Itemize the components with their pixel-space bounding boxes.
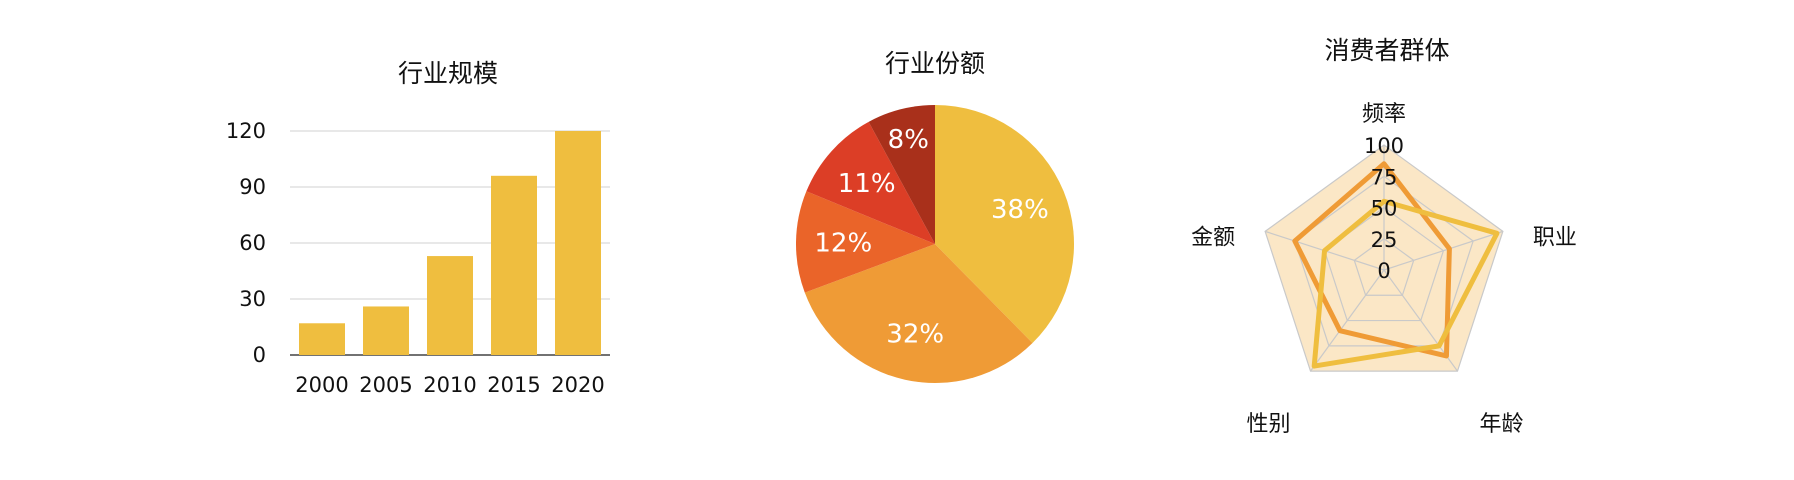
bar-chart-title: 行业规模 (398, 59, 498, 88)
radar-r-ticks: 0 25 50 75 100 (1364, 134, 1404, 283)
radar-axis-label: 金额 (1191, 225, 1235, 250)
pie-slice (935, 105, 1074, 344)
radar-series-line (1292, 161, 1452, 359)
bar-y-tick-label: 0 (253, 343, 266, 367)
radar-axis-label: 年龄 (1479, 412, 1523, 437)
radar-chart-title: 消费者群体 (1324, 36, 1449, 65)
bar-2020 (555, 131, 601, 355)
bar-y-tick-label: 60 (239, 231, 266, 255)
bar-2000 (299, 323, 345, 355)
radar-r-tick-label: 100 (1364, 134, 1404, 158)
radar-spoke (1310, 269, 1385, 372)
radar-series (1292, 161, 1500, 369)
pie-slice-label: 32% (886, 320, 944, 350)
bar-x-tick-label: 2015 (487, 373, 540, 397)
radar-axis-label: 性别 (1247, 412, 1291, 437)
radar-r-tick-label: 25 (1371, 228, 1398, 252)
radar-grid-ring (1264, 144, 1504, 372)
radar-r-tick-label: 0 (1377, 259, 1390, 283)
pie-chart-title: 行业份额 (885, 49, 985, 78)
bar-x-tick-label: 2010 (423, 373, 476, 397)
pie-slice (796, 191, 935, 293)
radar-series-line (1311, 198, 1500, 369)
bar-chart: 行业规模 0 30 60 90 120 2000 2005 2010 2015 2020 (226, 59, 610, 397)
bar-x-tick-label: 2020 (551, 373, 604, 397)
bar-y-tick-label: 120 (226, 119, 266, 143)
radar-axis-label: 职业 (1533, 225, 1577, 250)
bar-2005 (363, 306, 409, 355)
pie-chart: 行业份额 38% 32% 12% 11% 8% (796, 49, 1074, 384)
bar-x-tick-label: 2000 (295, 373, 348, 397)
bar-y-ticks: 0 30 60 90 120 (226, 119, 266, 367)
radar-spoke (1383, 230, 1504, 271)
bar-y-tick-label: 30 (239, 287, 266, 311)
pie-slices (796, 105, 1074, 384)
pie-slice (868, 105, 935, 244)
radar-axis-label: 频率 (1362, 102, 1406, 127)
pie-slice (804, 244, 1033, 384)
pie-slice-label: 11% (838, 169, 896, 199)
pie-slice-label: 38% (991, 195, 1049, 225)
pie-slice (806, 121, 935, 244)
bar-x-ticks: 2000 2005 2010 2015 2020 (295, 373, 604, 397)
pie-slice-label: 8% (888, 125, 929, 155)
bar-2015 (491, 175, 537, 355)
radar-grid-ring (1353, 238, 1415, 296)
pie-labels: 38% 32% 12% 11% 8% (814, 125, 1048, 350)
bar-2010 (427, 256, 473, 355)
radar-r-tick-label: 50 (1371, 197, 1398, 221)
bar-bars (299, 131, 601, 355)
bar-y-tick-label: 90 (239, 175, 266, 199)
pie-slice-label: 12% (814, 229, 872, 259)
bar-x-tick-label: 2005 (359, 373, 412, 397)
radar-r-tick-label: 75 (1371, 165, 1398, 189)
